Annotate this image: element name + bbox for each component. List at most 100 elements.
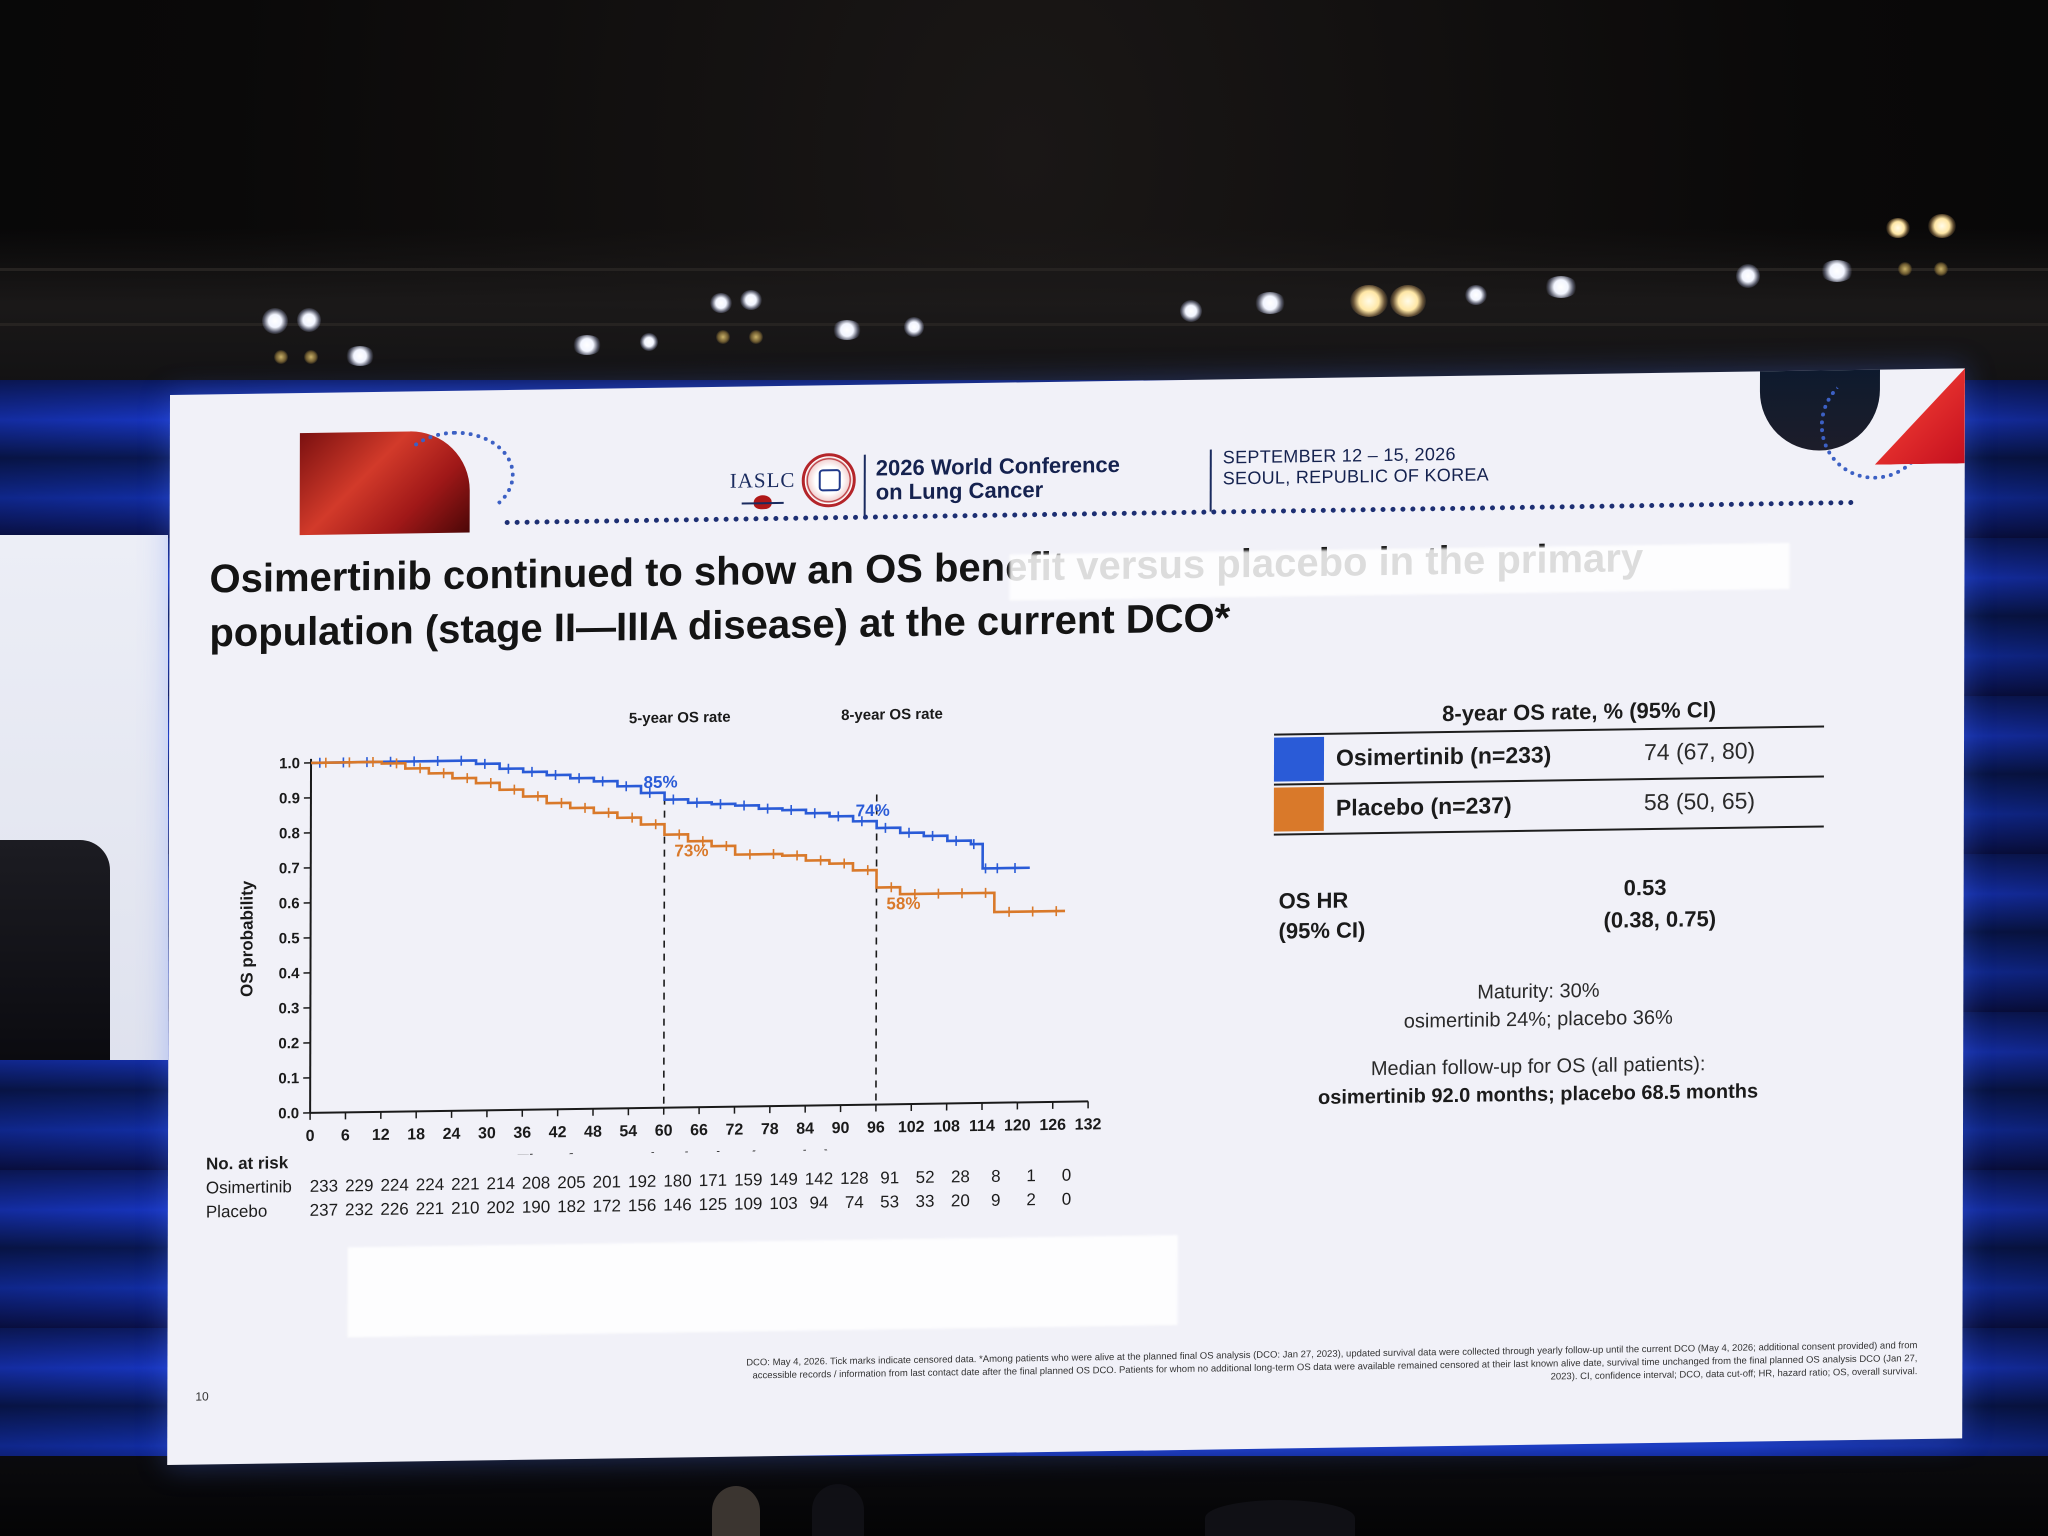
stage-light bbox=[345, 346, 375, 366]
hr-ci-value: (0.38, 0.75) bbox=[1603, 906, 1717, 933]
redacted-region bbox=[347, 1235, 1178, 1338]
y-tick-label: 0.3 bbox=[279, 1000, 300, 1017]
reference-line bbox=[875, 794, 878, 1105]
x-tick-label: 102 bbox=[898, 1119, 925, 1136]
at-risk-title: No. at risk bbox=[205, 1153, 289, 1174]
survival-rate-label: 58% bbox=[886, 894, 920, 914]
y-tick-label: 0.1 bbox=[278, 1070, 299, 1087]
reference-line-label: 8-year OS rate bbox=[841, 706, 943, 725]
stage-light bbox=[1465, 285, 1487, 305]
y-tick-label: 1.0 bbox=[279, 755, 300, 772]
at-risk-value: 0 bbox=[1061, 1189, 1072, 1209]
stage-light bbox=[710, 293, 732, 313]
stage-light bbox=[904, 317, 924, 337]
stage-light bbox=[1180, 300, 1202, 322]
audience-floor bbox=[0, 1456, 2048, 1536]
x-tick-label: 108 bbox=[933, 1118, 960, 1135]
stage-light bbox=[740, 290, 762, 310]
x-tick-label: 36 bbox=[513, 1125, 531, 1142]
hr-value: 0.53 bbox=[1623, 874, 1667, 901]
x-tick-label: 120 bbox=[1004, 1117, 1031, 1134]
slide-number: 10 bbox=[195, 1389, 209, 1404]
reference-line-label: 5-year OS rate bbox=[629, 709, 731, 728]
legend-swatch-placebo bbox=[1273, 786, 1324, 832]
x-tick-label: 48 bbox=[584, 1124, 602, 1141]
x-tick-label: 96 bbox=[867, 1119, 885, 1136]
km-chart: 0 6 12 18 24 30 36 42 48 54 60 66 72 78 84 90 96 102 108 11… bbox=[237, 706, 1102, 1160]
x-tick-label: 72 bbox=[725, 1121, 743, 1138]
legend-swatch-osimertinib bbox=[1273, 736, 1325, 782]
maturity-text: Maturity: 30% osimertinib 24%; placebo 3… bbox=[1403, 979, 1673, 1033]
stage-light bbox=[832, 320, 862, 340]
x-tick-label: 12 bbox=[372, 1127, 390, 1144]
y-tick-label: 0.4 bbox=[279, 965, 301, 982]
y-tick-label: 0.5 bbox=[279, 930, 300, 947]
x-tick-label: 84 bbox=[796, 1120, 814, 1137]
audience-head bbox=[812, 1484, 864, 1536]
slide-footnote: DCO: May 4, 2026. Tick marks indicate ce… bbox=[746, 1340, 1918, 1383]
at-risk-row-label: Placebo bbox=[205, 1201, 268, 1222]
survival-rate-label: 85% bbox=[644, 772, 678, 792]
x-tick-label: 18 bbox=[407, 1126, 425, 1143]
hr-ci-label: (95% CI) bbox=[1278, 917, 1366, 944]
stage-light bbox=[1820, 260, 1854, 282]
follow-up-text: Median follow-up for OS (all patients): … bbox=[1318, 1053, 1759, 1109]
header-divider bbox=[504, 500, 1855, 526]
x-tick-label: 24 bbox=[443, 1126, 461, 1143]
x-tick-label: 78 bbox=[761, 1121, 779, 1138]
stage-light bbox=[716, 330, 730, 344]
x-axis-label: Time from randomization (months) bbox=[517, 1147, 830, 1159]
x-tick-label: 126 bbox=[1039, 1117, 1066, 1134]
stage-light bbox=[274, 350, 288, 364]
x-tick-label: 30 bbox=[478, 1125, 496, 1142]
os-table-header: 8-year OS rate, % (95% CI) bbox=[1442, 697, 1717, 727]
stage-light bbox=[572, 335, 602, 355]
reference-line bbox=[662, 797, 666, 1108]
y-axis-label: OS probability bbox=[237, 880, 256, 997]
survival-rate-label: 74% bbox=[856, 801, 890, 821]
stage-light bbox=[1934, 262, 1948, 276]
os-rate-table: 8-year OS rate, % (95% CI) Osimertinib (… bbox=[1273, 695, 1825, 836]
stage-light bbox=[1736, 264, 1760, 288]
stage-light bbox=[262, 308, 288, 334]
conference-date: SEPTEMBER 12 – 15, 2026 SEOUL, REPUBLIC … bbox=[1222, 443, 1490, 489]
conference-seal-icon bbox=[801, 452, 856, 508]
stage-light bbox=[297, 308, 321, 332]
y-tick-label: 0.9 bbox=[279, 790, 300, 807]
km-curve-placebo bbox=[311, 760, 1066, 914]
stage-light bbox=[304, 350, 318, 364]
x-tick-label: 54 bbox=[619, 1123, 637, 1140]
y-tick-label: 0.7 bbox=[279, 860, 300, 877]
y-tick-label: 0.8 bbox=[279, 825, 300, 842]
slide-header: IASLC 2026 World Conference on Lung Canc… bbox=[170, 368, 1965, 537]
y-tick-label: 0.6 bbox=[279, 895, 300, 912]
y-tick-label: 0.2 bbox=[278, 1035, 299, 1052]
x-tick-label: 66 bbox=[690, 1122, 708, 1139]
stage-light bbox=[1350, 285, 1388, 317]
y-tick-label: 0.0 bbox=[278, 1105, 299, 1122]
presentation-slide: IASLC 2026 World Conference on Lung Canc… bbox=[167, 368, 1965, 1466]
x-tick-label: 6 bbox=[341, 1127, 350, 1144]
x-tick-label: 0 bbox=[306, 1128, 315, 1145]
audience-head bbox=[1205, 1500, 1355, 1536]
x-tick-label: 42 bbox=[549, 1124, 567, 1141]
x-tick-label: 90 bbox=[832, 1120, 850, 1137]
stage-light bbox=[1390, 285, 1426, 317]
hazard-ratio: OS HR (95% CI) 0.53 (0.38, 0.75) bbox=[1279, 875, 1799, 944]
os-row-osimertinib: Osimertinib (n=233) 74 (67, 80) bbox=[1273, 727, 1824, 783]
survival-rate-label: 73% bbox=[674, 841, 708, 861]
at-risk-value: 0 bbox=[1061, 1165, 1072, 1185]
stage-light bbox=[1928, 214, 1956, 238]
at-risk-row-label: Osimertinib bbox=[205, 1177, 292, 1198]
conference-name: 2026 World Conference on Lung Cancer bbox=[875, 451, 1120, 505]
audience-head bbox=[712, 1486, 760, 1536]
stage-light bbox=[1886, 218, 1910, 238]
km-curve-osimertinib bbox=[311, 759, 1030, 870]
x-tick-label: 132 bbox=[1075, 1116, 1102, 1133]
stage-light bbox=[1898, 262, 1912, 276]
iaslc-logo: IASLC bbox=[730, 468, 796, 510]
y-axis-line bbox=[309, 758, 313, 1113]
os-row-placebo: Placebo (n=237) 58 (50, 65) bbox=[1273, 777, 1824, 833]
hr-label: OS HR bbox=[1278, 887, 1349, 914]
stage-light bbox=[749, 330, 763, 344]
